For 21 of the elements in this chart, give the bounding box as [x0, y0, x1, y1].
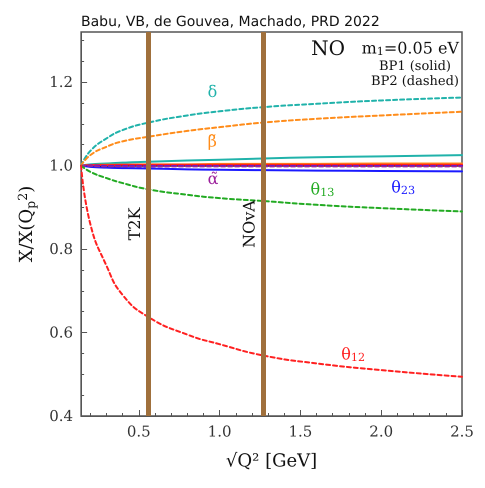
x-axis-title: √Q² [GeV] [226, 450, 318, 472]
x-tick-label: 2.5 [450, 422, 474, 440]
ref-line-label: T2K [124, 206, 144, 240]
ref-line-label: NOvA [240, 200, 259, 248]
x-tick-label: 0.5 [126, 422, 151, 440]
x-tick-label: 1.5 [288, 422, 312, 440]
y-tick-label: 0.4 [49, 407, 74, 425]
series-label: δ [208, 82, 218, 101]
annotation: NO [311, 36, 346, 60]
series-label: α̃ [208, 168, 219, 188]
annotation: BP2 (dashed) [371, 74, 460, 89]
y-tick-label: 1.2 [49, 73, 74, 92]
annotation: BP1 (solid) [379, 59, 451, 74]
y-tick-label: 0.6 [49, 324, 74, 342]
y-axis-title: X/X(Qp2) [15, 186, 38, 262]
y-tick-label: 1.0 [49, 156, 74, 175]
y-tick-label: 0.8 [49, 240, 74, 258]
x-tick-label: 2.0 [369, 422, 394, 440]
chart-title: Babu, VB, de Gouvea, Machado, PRD 2022 [81, 14, 380, 30]
series-label: β̃ [208, 132, 217, 151]
x-tick-label: 1.0 [208, 422, 232, 440]
